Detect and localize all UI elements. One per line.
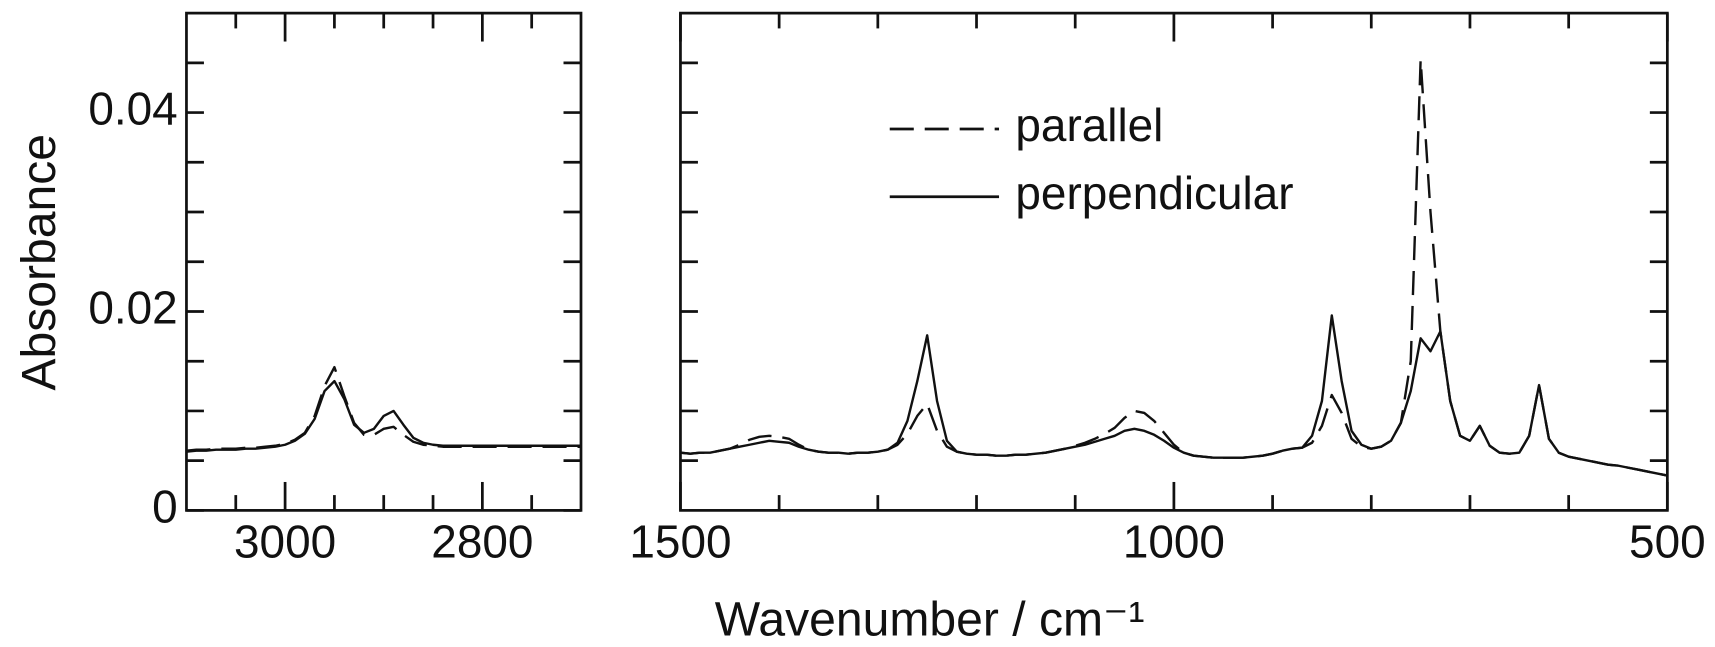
x-tick-label: 2800 (431, 515, 533, 567)
y-axis-title: Absorbance (12, 134, 66, 391)
spectrum-line (680, 314, 1668, 477)
legend-label: perpendicular (1015, 167, 1293, 219)
plot-frame (679, 11, 1669, 512)
spectrum-line (186, 379, 581, 453)
legend-label: parallel (1015, 99, 1163, 151)
y-tick-label: 0.02 (88, 282, 177, 334)
x-tick-label: 1000 (1123, 515, 1225, 567)
y-tick-label: 0 (152, 481, 178, 533)
spectrum-line (186, 365, 581, 452)
x-tick-label: 3000 (234, 515, 336, 567)
spectrum-line (680, 58, 1668, 477)
x-axis-title: Wavenumber / cm⁻¹ (715, 593, 1145, 647)
y-tick-label: 0.04 (88, 83, 177, 135)
x-tick-label: 500 (1629, 515, 1706, 567)
x-tick-label: 1500 (629, 515, 731, 567)
plot-frame (185, 11, 583, 512)
